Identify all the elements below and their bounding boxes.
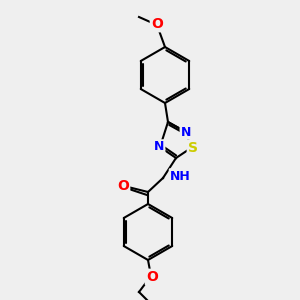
Text: S: S (188, 141, 198, 155)
Text: N: N (154, 140, 164, 154)
Text: O: O (146, 270, 158, 284)
Text: O: O (151, 17, 163, 31)
Text: O: O (117, 179, 129, 193)
Text: N: N (181, 125, 191, 139)
Text: NH: NH (170, 169, 191, 182)
